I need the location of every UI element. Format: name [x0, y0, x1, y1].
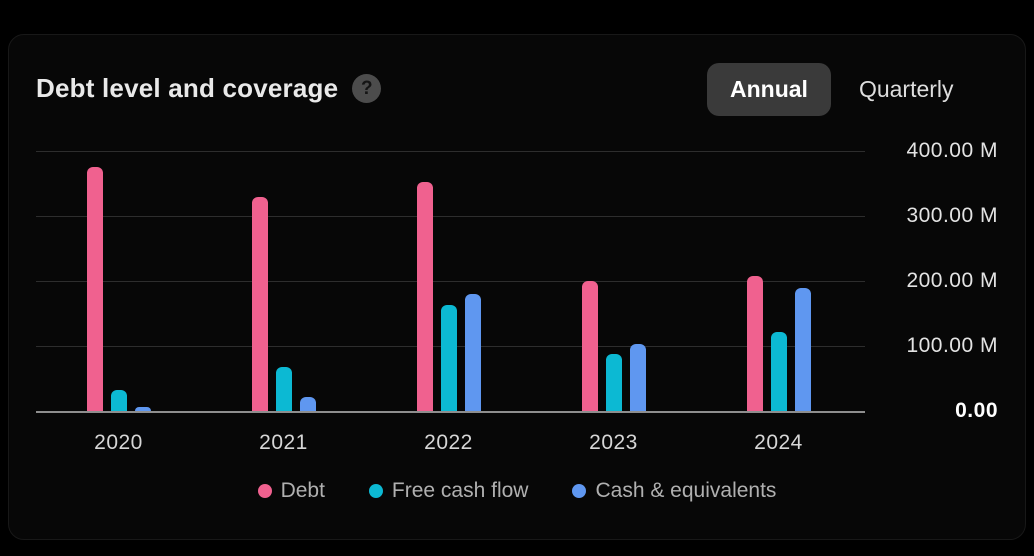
legend-dot-icon	[257, 484, 272, 498]
x-axis-line	[36, 411, 865, 413]
bar-free-cash-flow-2022[interactable]	[440, 305, 457, 411]
x-axis-label: 2020	[94, 431, 143, 454]
bar-debt-2022[interactable]	[416, 182, 433, 411]
y-axis-label: 300.00 M	[906, 204, 998, 227]
x-axis-label: 2021	[259, 431, 308, 454]
legend-item-debt[interactable]: Debt	[257, 479, 325, 503]
bar-debt-2024[interactable]	[746, 275, 763, 411]
gridline	[36, 151, 865, 152]
bar-cash-equivalents-2022[interactable]	[464, 294, 481, 411]
y-axis-label: 400.00 M	[906, 139, 998, 162]
gridline	[36, 281, 865, 282]
x-axis-label: 2022	[424, 431, 473, 454]
bar-debt-2023[interactable]	[581, 281, 598, 411]
legend-item-free-cash-flow[interactable]: Free cash flow	[368, 479, 529, 503]
y-axis-label: 100.00 M	[906, 334, 998, 357]
bar-debt-2021[interactable]	[251, 196, 268, 411]
toggle-annual-button[interactable]: Annual	[707, 63, 831, 116]
bar-cash-equivalents-2021[interactable]	[299, 396, 316, 411]
y-axis-label: 200.00 M	[906, 269, 998, 292]
legend-dot-icon	[572, 484, 587, 498]
bar-free-cash-flow-2021[interactable]	[275, 367, 292, 411]
period-toggle: Annual Quarterly	[707, 63, 954, 116]
legend-dot-icon	[368, 484, 383, 498]
card-header: Debt level and coverage ?	[36, 73, 382, 104]
legend-label: Free cash flow	[391, 479, 529, 502]
legend-item-cash-equivalents[interactable]: Cash & equivalents	[572, 479, 776, 503]
bar-free-cash-flow-2023[interactable]	[605, 354, 622, 411]
toggle-quarterly-button[interactable]: Quarterly	[858, 76, 954, 102]
bar-free-cash-flow-2020[interactable]	[110, 389, 127, 411]
help-icon[interactable]: ?	[352, 74, 382, 103]
bar-cash-equivalents-2024[interactable]	[794, 287, 811, 411]
bar-free-cash-flow-2024[interactable]	[770, 331, 787, 411]
gridline	[36, 216, 865, 217]
chart-legend: Debt Free cash flow Cash & equivalents	[9, 479, 1025, 503]
y-axis-label: 0.00	[955, 399, 998, 422]
debt-coverage-card: Debt level and coverage ? Annual Quarter…	[8, 34, 1026, 540]
legend-label: Cash & equivalents	[595, 479, 777, 502]
bar-cash-equivalents-2020[interactable]	[134, 407, 151, 411]
bar-chart-plot-area: 400.00 M 300.00 M 200.00 M 100.00 M 0.00 2020…	[9, 35, 1025, 539]
x-axis-label: 2024	[754, 431, 803, 454]
card-title: Debt level and coverage	[36, 73, 339, 103]
bar-cash-equivalents-2023[interactable]	[629, 344, 646, 411]
x-axis-label: 2023	[589, 431, 638, 454]
legend-label: Debt	[280, 479, 325, 502]
bar-debt-2020[interactable]	[86, 167, 103, 411]
